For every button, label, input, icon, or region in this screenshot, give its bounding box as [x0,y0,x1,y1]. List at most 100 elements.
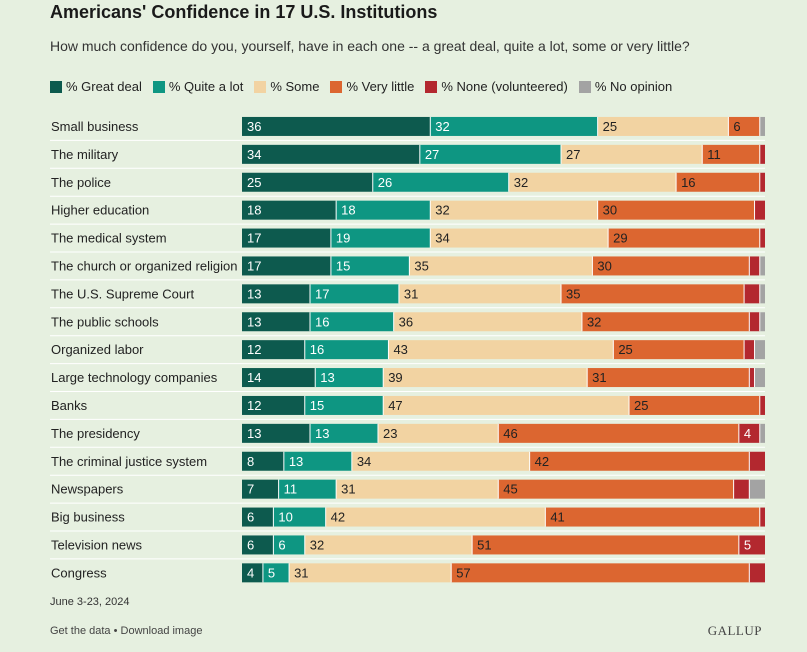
value-label: 29 [613,231,627,246]
legend-item: % Some [254,79,319,94]
bar-segment [592,256,750,276]
bar-segment [498,479,734,499]
value-label: 30 [597,258,611,273]
value-label: 4 [247,565,254,580]
value-label: 34 [435,231,449,246]
value-label: 7 [247,482,254,497]
category-label: The church or organized religion [51,258,237,273]
value-label: 36 [399,314,413,329]
bar-segment [383,395,630,415]
bar-segment [472,535,739,555]
bar-segment [242,116,431,136]
value-label: 34 [357,454,371,469]
value-label: 30 [603,203,617,218]
legend-swatch [425,80,438,93]
legend-label: % Great deal [66,79,142,94]
bar-segment [597,116,729,136]
gallup-logo: GALLUP [707,623,762,638]
value-label: 36 [247,119,261,134]
value-label: 32 [587,314,601,329]
bar-segment [759,256,765,276]
legend-item: % No opinion [578,79,673,94]
legend-item: % Very little [330,79,414,94]
value-label: 31 [592,370,606,385]
legend-swatch [254,80,267,93]
category-label: Television news [51,537,143,552]
value-label: 41 [550,510,564,525]
bar-segment [242,284,310,304]
legend-label: % None (volunteered) [441,79,568,94]
value-label: 17 [247,258,261,273]
bar-segment [498,423,739,443]
value-label: 32 [514,175,528,190]
chart-title: Americans' Confidence in 17 U.S. Institu… [50,2,438,22]
value-label: 16 [315,314,329,329]
value-label: 23 [383,426,397,441]
bar-segment [728,116,760,136]
legend-swatch [330,80,343,93]
bar-segment [351,451,530,471]
value-label: 32 [310,537,324,552]
legend-label: % No opinion [594,79,673,94]
bar-segment [242,256,331,276]
bar-segment [330,256,410,276]
value-label: 25 [247,175,261,190]
bar-segment [278,479,337,499]
bar-segment [242,340,305,360]
bar-segment [581,312,750,332]
bar-segment [759,172,765,192]
value-label: 34 [247,147,261,162]
value-label: 31 [294,565,308,580]
bar-segment [561,284,745,304]
bar-segment [608,228,760,248]
bar-segment [242,144,420,164]
survey-date: June 3-23, 2024 [50,596,130,608]
legend-item: % Great deal [50,79,142,94]
bar-segment [749,563,765,583]
category-label: The public schools [51,314,159,329]
bar-segment [529,451,750,471]
value-label: 11 [707,147,721,162]
bar-segment [754,368,765,388]
category-label: The criminal justice system [51,454,207,469]
bar-segment [754,340,765,360]
bar-segment [629,395,760,415]
bar-segment [372,172,509,192]
value-label: 35 [414,258,428,273]
category-label: Small business [51,119,139,134]
bar-segment [430,228,609,248]
bar-segment [242,507,274,527]
bar-segment [273,507,326,527]
value-label: 13 [320,370,334,385]
value-label: 35 [566,286,580,301]
bar-segment [749,368,755,388]
bar-segment [398,284,562,304]
bar-segment [242,172,373,192]
bar-segment [676,172,760,192]
value-label: 13 [315,426,329,441]
bar-segment [430,116,598,136]
legend-label: % Some [270,79,320,94]
bar-segment [393,312,582,332]
value-label: 31 [404,286,418,301]
bar-segment [759,312,765,332]
bar-segment [749,451,765,471]
bar-segment [613,340,745,360]
download-image-link[interactable]: Download image [120,625,203,637]
bar-segment [242,451,284,471]
bar-segment [545,507,760,527]
bar-segment [309,312,394,332]
value-label: 5 [744,537,751,552]
bar-segment [289,563,452,583]
category-label: The presidency [51,426,140,441]
bar-segment [242,228,331,248]
stacked-bar-chart: Small business 36 32 25 6 The military 34 27 27 1… [50,116,765,583]
value-label: 13 [247,314,261,329]
bar-segment [242,395,305,415]
bar-segment [304,535,473,555]
bar-segment [273,535,305,555]
bar-segment [242,423,310,443]
get-data-link[interactable]: Get the data [50,625,111,637]
bar-segment [759,395,765,415]
bar-segment [749,256,760,276]
